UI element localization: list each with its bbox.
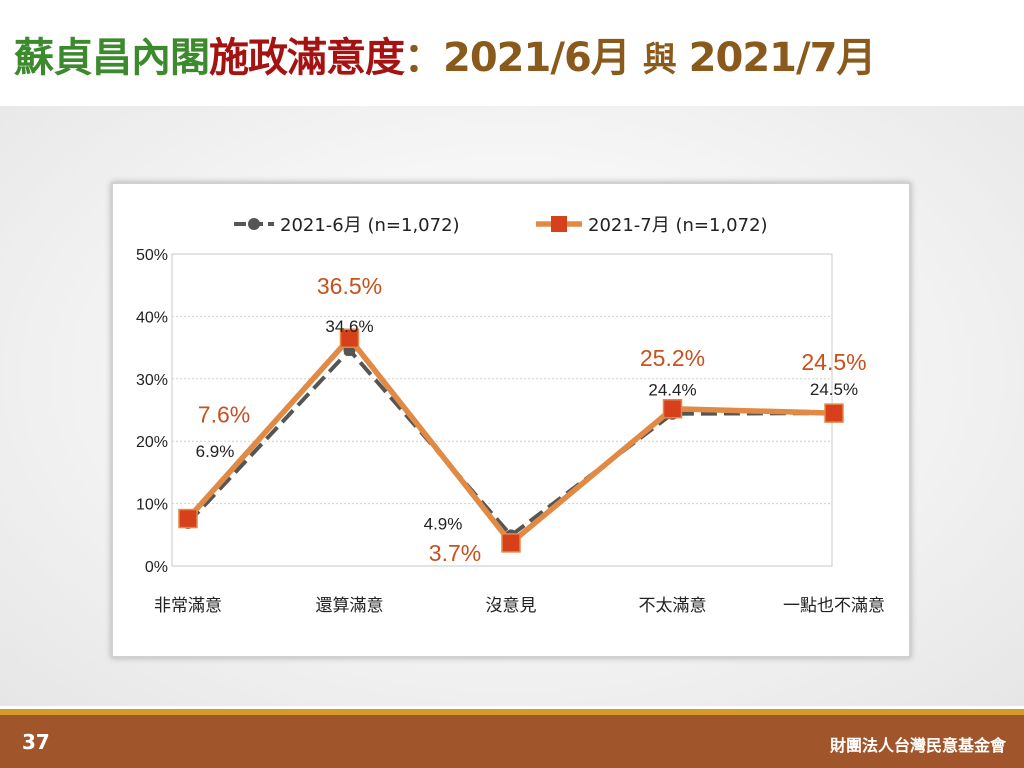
data-label-2021-7: 25.2% (640, 345, 705, 371)
data-label-2021-7: 36.5% (317, 273, 382, 299)
legend-marker-2021-7 (551, 216, 567, 232)
title-connector: 與 (642, 40, 677, 80)
data-label-2021-7: 3.7% (429, 540, 481, 566)
series-point-2021-7 (178, 508, 198, 529)
page-number: 37 (22, 730, 50, 754)
data-label-2021-6: 34.6% (325, 317, 373, 336)
legend-marker-2021-6 (248, 218, 260, 230)
data-label-2021-7: 24.5% (801, 349, 866, 375)
title-cabinet: 蘇貞昌內閣 (14, 35, 210, 81)
legend-label-2021-6: 2021-6月 (n=1,072) (280, 215, 460, 236)
series-point-2021-7 (824, 403, 844, 423)
chart-frame (111, 182, 911, 658)
data-label-2021-6: 6.9% (196, 442, 235, 461)
y-tick-label: 10% (136, 497, 168, 514)
y-tick-label: 40% (136, 309, 168, 326)
series-point-2021-7 (339, 328, 360, 348)
x-category-label: 不太滿意 (639, 596, 707, 616)
x-category-label: 還算滿意 (316, 596, 384, 616)
title-colon: ： (404, 35, 444, 81)
series-line-2021-6 (186, 347, 835, 539)
slide-title: 蘇貞昌內閣施政滿意度：2021/6月 與 2021/7月 (14, 30, 877, 86)
y-tick-label: 20% (136, 434, 168, 451)
title-period-2: 2021/7月 (688, 35, 877, 81)
x-category-label: 一點也不滿意 (783, 596, 885, 616)
data-label-2021-7: 7.6% (198, 402, 250, 428)
y-tick-label: 0% (145, 559, 168, 576)
data-label-2021-6: 24.4% (648, 381, 696, 400)
y-tick-label: 30% (136, 372, 168, 389)
legend-label-2021-7: 2021-7月 (n=1,072) (588, 215, 768, 236)
x-category-label: 非常滿意 (154, 596, 222, 616)
title-topic: 施政滿意度 (209, 35, 405, 81)
series-line-2021-7 (185, 335, 835, 546)
organization-name: 財團法人台灣民意基金會 (829, 736, 1006, 755)
series-point-2021-7 (501, 533, 521, 553)
series-point-2021-7 (662, 399, 683, 419)
x-category-label: 沒意見 (486, 596, 537, 616)
footer-bar (0, 715, 1024, 768)
data-label-2021-6: 4.9% (424, 514, 463, 533)
data-label-2021-6: 24.5% (810, 380, 858, 399)
title-period-1: 2021/6月 (443, 35, 631, 81)
y-tick-label: 50% (136, 247, 168, 264)
footer-accent-line (0, 709, 1024, 715)
